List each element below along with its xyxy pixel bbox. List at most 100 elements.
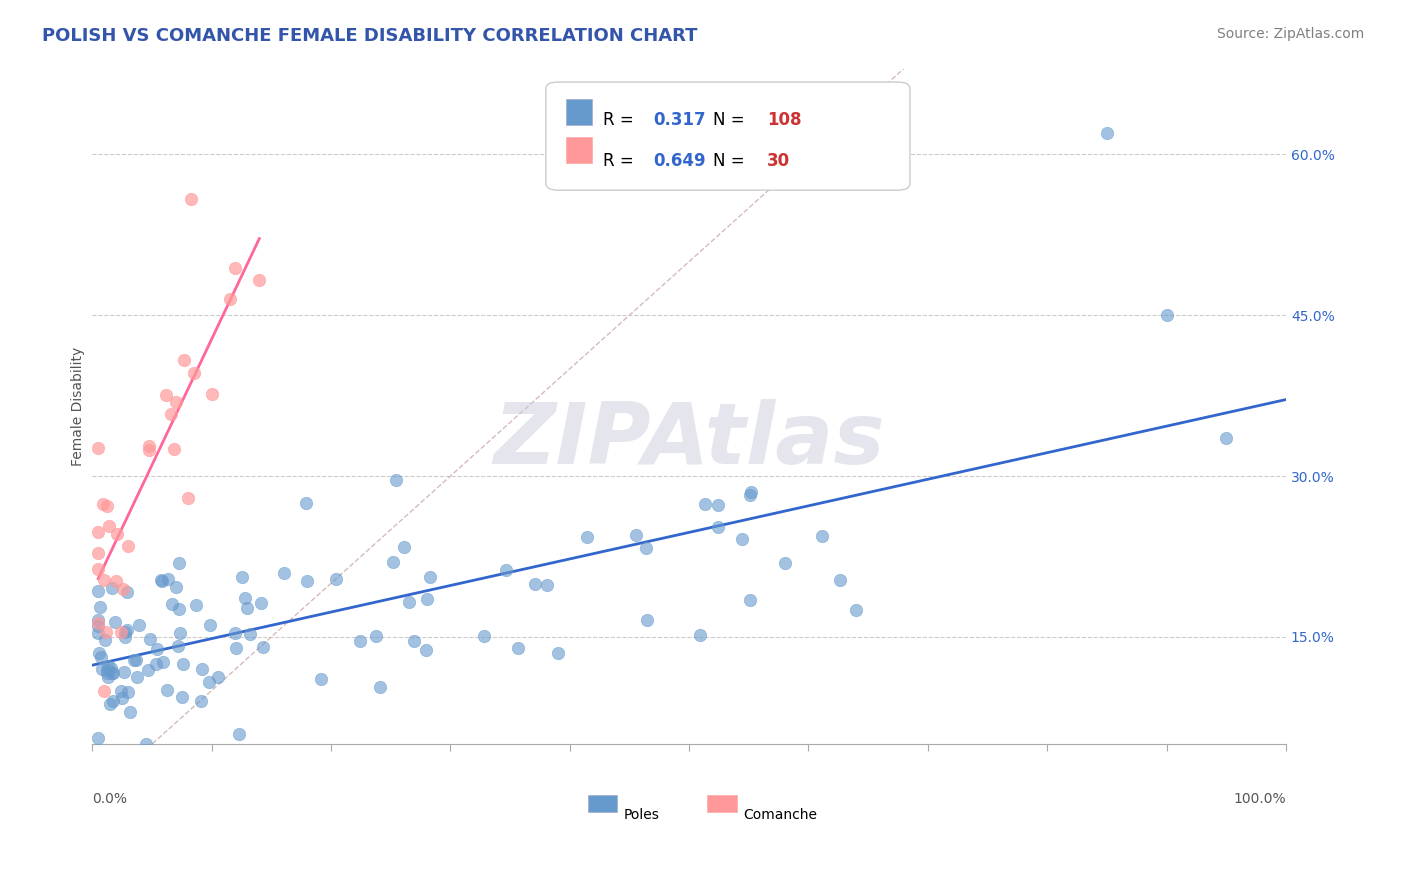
Point bbox=[183, 367, 205, 381]
Point bbox=[273, 566, 295, 581]
Point bbox=[93, 683, 115, 698]
Text: 0.649: 0.649 bbox=[654, 152, 706, 169]
Point bbox=[200, 387, 222, 401]
Point bbox=[97, 518, 120, 533]
Point bbox=[112, 665, 135, 680]
Point bbox=[136, 663, 159, 677]
Point bbox=[634, 541, 657, 555]
Point bbox=[231, 570, 253, 584]
Point bbox=[100, 666, 122, 681]
Point bbox=[139, 632, 162, 647]
Point bbox=[524, 576, 547, 591]
Point bbox=[155, 388, 177, 402]
Point bbox=[138, 442, 160, 457]
Point bbox=[91, 662, 114, 676]
Point bbox=[114, 624, 136, 639]
Text: R =: R = bbox=[603, 112, 640, 129]
Point bbox=[150, 573, 173, 587]
Point bbox=[385, 473, 408, 487]
Text: ZIPAtlas: ZIPAtlas bbox=[494, 399, 884, 482]
Point bbox=[138, 439, 160, 453]
Point bbox=[165, 580, 187, 594]
Point bbox=[198, 618, 221, 632]
Point bbox=[115, 623, 138, 637]
Point bbox=[224, 626, 246, 640]
Point bbox=[100, 581, 122, 595]
Point bbox=[740, 592, 762, 607]
Point bbox=[225, 641, 247, 656]
Point bbox=[707, 520, 730, 534]
Point bbox=[98, 697, 121, 711]
Point bbox=[145, 657, 167, 672]
Point bbox=[249, 596, 271, 610]
FancyBboxPatch shape bbox=[567, 137, 592, 163]
Point bbox=[1215, 431, 1237, 445]
Point bbox=[87, 562, 110, 576]
Point bbox=[1095, 126, 1118, 140]
Point bbox=[404, 634, 426, 648]
Point bbox=[160, 408, 183, 422]
Point bbox=[184, 599, 207, 613]
Point bbox=[830, 574, 852, 588]
Point bbox=[845, 602, 868, 616]
Point bbox=[114, 630, 136, 644]
Point bbox=[536, 577, 558, 591]
Point bbox=[87, 731, 110, 746]
Point bbox=[228, 726, 250, 740]
Point bbox=[173, 353, 195, 368]
Point bbox=[239, 627, 262, 641]
Point bbox=[93, 573, 115, 587]
Y-axis label: Female Disability: Female Disability bbox=[72, 347, 86, 466]
Point bbox=[252, 640, 274, 655]
Text: N =: N = bbox=[713, 112, 749, 129]
Point bbox=[110, 625, 132, 640]
Point bbox=[101, 665, 124, 680]
Point bbox=[97, 669, 120, 683]
Point bbox=[91, 497, 114, 511]
Point bbox=[135, 737, 157, 751]
Point bbox=[169, 625, 191, 640]
Text: Source: ZipAtlas.com: Source: ZipAtlas.com bbox=[1216, 27, 1364, 41]
Point bbox=[96, 663, 118, 677]
Point bbox=[547, 647, 569, 661]
Point bbox=[224, 260, 246, 275]
Point bbox=[117, 539, 139, 553]
Point bbox=[156, 682, 179, 697]
Point bbox=[94, 625, 117, 640]
Point bbox=[87, 584, 110, 599]
Point bbox=[87, 614, 110, 628]
Point bbox=[93, 633, 115, 648]
Point bbox=[218, 293, 240, 307]
Point bbox=[87, 615, 110, 630]
Point bbox=[695, 497, 717, 511]
Text: Poles: Poles bbox=[623, 808, 659, 822]
Text: 0.0%: 0.0% bbox=[93, 791, 127, 805]
Point bbox=[495, 563, 517, 577]
Point bbox=[165, 395, 187, 409]
Point bbox=[295, 496, 318, 510]
Point bbox=[118, 705, 141, 719]
Point bbox=[117, 684, 139, 698]
Point bbox=[112, 582, 135, 596]
Point bbox=[110, 684, 132, 698]
Point bbox=[172, 657, 194, 671]
Point bbox=[190, 693, 212, 707]
Point bbox=[104, 615, 127, 630]
FancyBboxPatch shape bbox=[707, 795, 737, 812]
Point bbox=[368, 680, 391, 694]
Point bbox=[773, 556, 796, 570]
Point bbox=[160, 597, 183, 611]
Point bbox=[576, 530, 599, 544]
Point bbox=[191, 662, 214, 676]
Point bbox=[87, 546, 110, 560]
Point bbox=[689, 628, 711, 642]
Point bbox=[89, 599, 111, 614]
Point bbox=[97, 659, 120, 673]
Point bbox=[125, 653, 148, 667]
Text: 100.0%: 100.0% bbox=[1233, 791, 1286, 805]
Text: R =: R = bbox=[603, 152, 640, 169]
Point bbox=[128, 618, 150, 632]
FancyBboxPatch shape bbox=[567, 99, 592, 125]
Point bbox=[124, 653, 146, 667]
Point bbox=[100, 661, 122, 675]
